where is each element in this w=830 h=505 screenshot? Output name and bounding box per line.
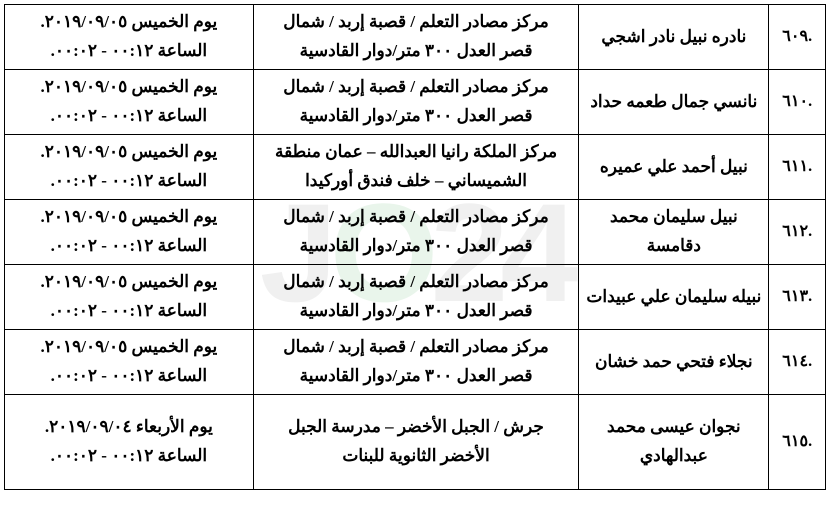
- location-line-2: قصر العدل ٣٠٠ متر/دوار القادسية: [260, 362, 573, 391]
- location-line-1: مركز مصادر التعلم / قصبة إربد / شمال: [260, 203, 573, 232]
- location-line-2: قصر العدل ٣٠٠ متر/دوار القادسية: [260, 232, 573, 261]
- time-line: الساعة ٠٠:١٢ - ٠٠:٠٢.: [11, 37, 247, 66]
- row-index: .٦١٢: [769, 200, 826, 265]
- time-line: الساعة ٠٠:١٢ - ٠٠:٠٢.: [11, 102, 247, 131]
- person-name: نبيل سليمان محمد دقامسة: [579, 200, 769, 265]
- location-line-1: مركز مصادر التعلم / قصبة إربد / شمال: [260, 268, 573, 297]
- datetime-cell: يوم الخميس ٢٠١٩/٠٩/٠٥.الساعة ٠٠:١٢ - ٠٠:…: [5, 330, 254, 395]
- location-cell: مركز مصادر التعلم / قصبة إربد / شمالقصر …: [253, 5, 579, 70]
- row-index: .٦١٠: [769, 70, 826, 135]
- date-line: يوم الأربعاء ٢٠١٩/٠٩/٠٤.: [11, 413, 247, 442]
- table-row: .٦١٤نجلاء فتحي حمد خشانمركز مصادر التعلم…: [5, 330, 826, 395]
- location-cell: مركز مصادر التعلم / قصبة إربد / شمالقصر …: [253, 200, 579, 265]
- row-index: .٦١٣: [769, 265, 826, 330]
- date-line: يوم الخميس ٢٠١٩/٠٩/٠٥.: [11, 8, 247, 37]
- table-row: .٦٠٩نادره نبيل نادر اشجيمركز مصادر التعل…: [5, 5, 826, 70]
- date-line: يوم الخميس ٢٠١٩/٠٩/٠٥.: [11, 268, 247, 297]
- date-line: يوم الخميس ٢٠١٩/٠٩/٠٥.: [11, 138, 247, 167]
- location-cell: جرش / الجبل الأخضر – مدرسة الجبلالأخضر ا…: [253, 395, 579, 490]
- row-index: .٦١١: [769, 135, 826, 200]
- person-name: نجوان عيسى محمد عبدالهادي: [579, 395, 769, 490]
- table-row: .٦١٠نانسي جمال طعمه حدادمركز مصادر التعل…: [5, 70, 826, 135]
- table-row: .٦١٣نبيله سليمان علي عبيداتمركز مصادر ال…: [5, 265, 826, 330]
- person-name: نادره نبيل نادر اشجي: [579, 5, 769, 70]
- person-name: نبيله سليمان علي عبيدات: [579, 265, 769, 330]
- location-line-1: جرش / الجبل الأخضر – مدرسة الجبل: [260, 413, 573, 442]
- location-cell: مركز مصادر التعلم / قصبة إربد / شمالقصر …: [253, 70, 579, 135]
- location-line-1: مركز مصادر التعلم / قصبة إربد / شمال: [260, 8, 573, 37]
- datetime-cell: يوم الخميس ٢٠١٩/٠٩/٠٥.الساعة ٠٠:١٢ - ٠٠:…: [5, 70, 254, 135]
- time-line: الساعة ٠٠:١٢ - ٠٠:٠٢.: [11, 297, 247, 326]
- time-line: الساعة ٠٠:١٢ - ٠٠:٠٢.: [11, 362, 247, 391]
- location-line-2: قصر العدل ٣٠٠ متر/دوار القادسية: [260, 102, 573, 131]
- location-line-1: مركز مصادر التعلم / قصبة إربد / شمال: [260, 73, 573, 102]
- row-index: .٦١٥: [769, 395, 826, 490]
- location-line-1: مركز مصادر التعلم / قصبة إربد / شمال: [260, 333, 573, 362]
- person-name: نبيل أحمد علي عميره: [579, 135, 769, 200]
- schedule-table: .٦٠٩نادره نبيل نادر اشجيمركز مصادر التعل…: [4, 4, 826, 490]
- date-line: يوم الخميس ٢٠١٩/٠٩/٠٥.: [11, 333, 247, 362]
- row-index: .٦٠٩: [769, 5, 826, 70]
- time-line: الساعة ٠٠:١٢ - ٠٠:٠٢.: [11, 167, 247, 196]
- location-line-2: قصر العدل ٣٠٠ متر/دوار القادسية: [260, 297, 573, 326]
- datetime-cell: يوم الخميس ٢٠١٩/٠٩/٠٥.الساعة ٠٠:١٢ - ٠٠:…: [5, 200, 254, 265]
- location-line-2: الشميساني – خلف فندق أوركيدا: [260, 167, 573, 196]
- table-row: .٦١٢نبيل سليمان محمد دقامسةمركز مصادر ال…: [5, 200, 826, 265]
- datetime-cell: يوم الخميس ٢٠١٩/٠٩/٠٥.الساعة ٠٠:١٢ - ٠٠:…: [5, 265, 254, 330]
- row-index: .٦١٤: [769, 330, 826, 395]
- time-line: الساعة ٠٠:١٢ - ٠٠:٠٢.: [11, 442, 247, 471]
- date-line: يوم الخميس ٢٠١٩/٠٩/٠٥.: [11, 203, 247, 232]
- location-cell: مركز مصادر التعلم / قصبة إربد / شمالقصر …: [253, 265, 579, 330]
- location-cell: مركز مصادر التعلم / قصبة إربد / شمالقصر …: [253, 330, 579, 395]
- time-line: الساعة ٠٠:١٢ - ٠٠:٠٢.: [11, 232, 247, 261]
- datetime-cell: يوم الخميس ٢٠١٩/٠٩/٠٥.الساعة ٠٠:١٢ - ٠٠:…: [5, 135, 254, 200]
- location-cell: مركز الملكة رانيا العبدالله – عمان منطقة…: [253, 135, 579, 200]
- person-name: نانسي جمال طعمه حداد: [579, 70, 769, 135]
- table-row: .٦١١نبيل أحمد علي عميرهمركز الملكة رانيا…: [5, 135, 826, 200]
- table-row: .٦١٥نجوان عيسى محمد عبدالهاديجرش / الجبل…: [5, 395, 826, 490]
- location-line-2: الأخضر الثانوية للبنات: [260, 442, 573, 471]
- date-line: يوم الخميس ٢٠١٩/٠٩/٠٥.: [11, 73, 247, 102]
- person-name: نجلاء فتحي حمد خشان: [579, 330, 769, 395]
- location-line-2: قصر العدل ٣٠٠ متر/دوار القادسية: [260, 37, 573, 66]
- datetime-cell: يوم الخميس ٢٠١٩/٠٩/٠٥.الساعة ٠٠:١٢ - ٠٠:…: [5, 5, 254, 70]
- location-line-1: مركز الملكة رانيا العبدالله – عمان منطقة: [260, 138, 573, 167]
- datetime-cell: يوم الأربعاء ٢٠١٩/٠٩/٠٤.الساعة ٠٠:١٢ - ٠…: [5, 395, 254, 490]
